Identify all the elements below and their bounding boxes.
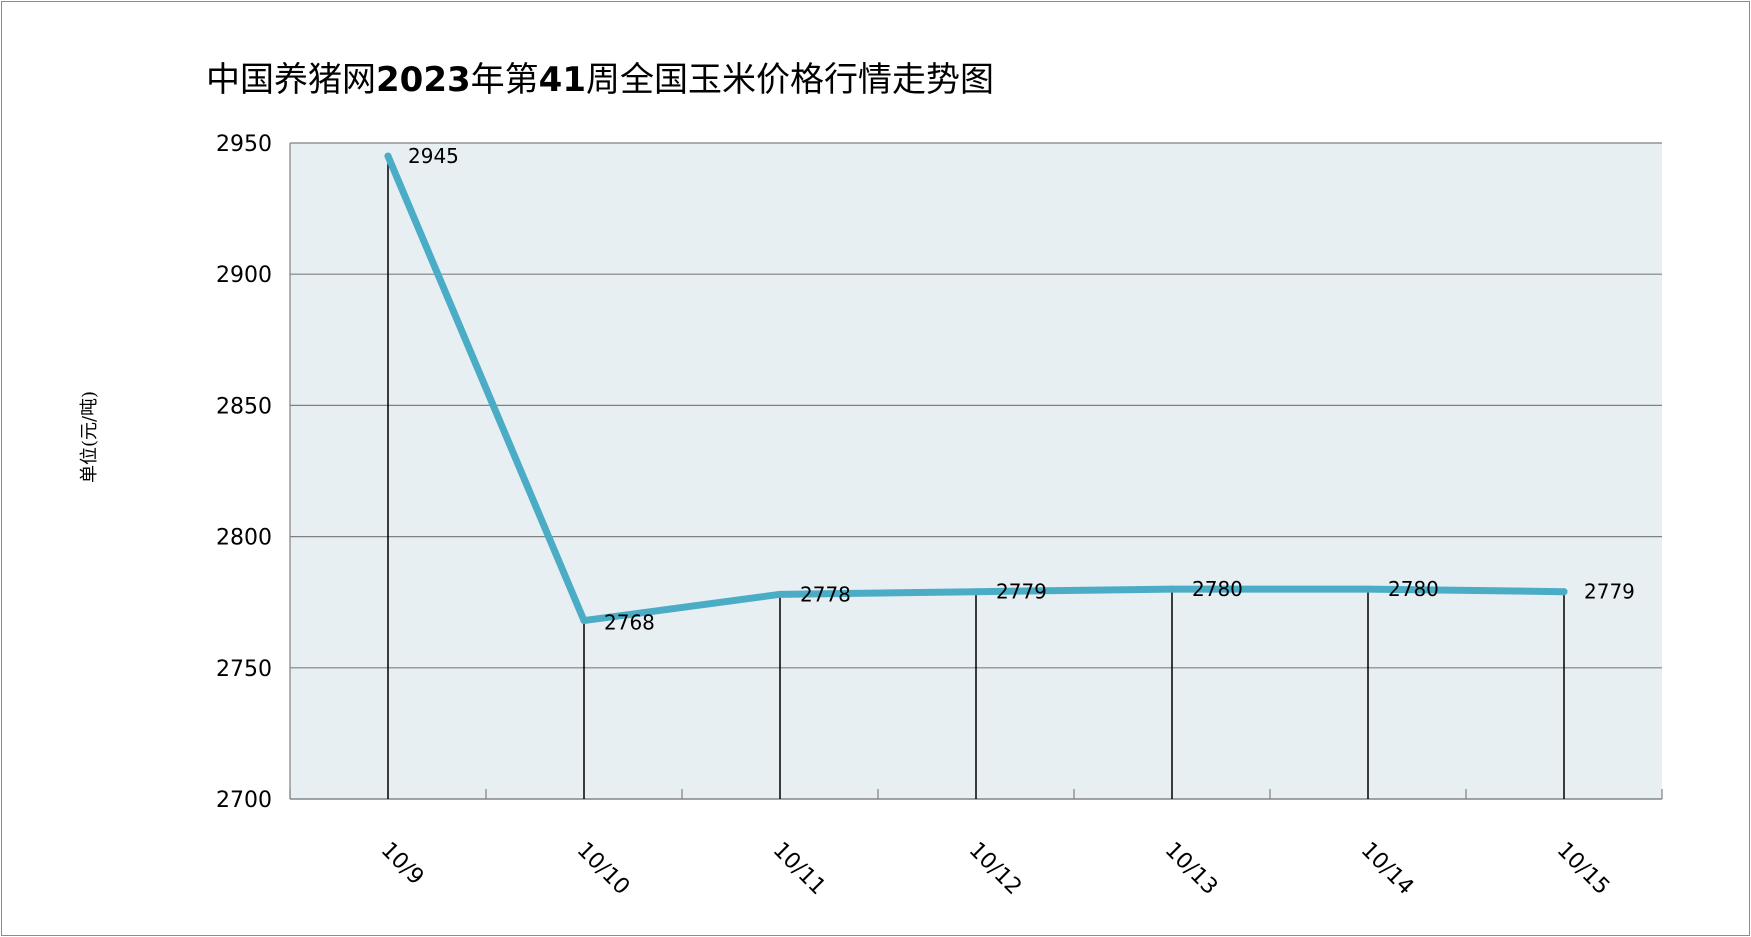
data-label: 2780 bbox=[1192, 577, 1243, 601]
data-label: 2779 bbox=[996, 580, 1047, 604]
y-tick-label: 2950 bbox=[216, 132, 272, 157]
y-tick-label: 2700 bbox=[216, 788, 272, 813]
y-tick-label: 2800 bbox=[216, 526, 272, 551]
title-part: 周全国玉米价格行情走势图 bbox=[585, 60, 994, 100]
data-point bbox=[580, 617, 588, 625]
x-tick-label: 10/13 bbox=[1160, 838, 1223, 901]
data-point bbox=[1364, 585, 1372, 593]
data-label: 2779 bbox=[1584, 580, 1635, 604]
x-tick-label: 10/15 bbox=[1552, 838, 1615, 901]
y-tick-label: 2850 bbox=[216, 394, 272, 419]
x-tick-label: 10/11 bbox=[768, 838, 831, 901]
title-part: 2023 bbox=[376, 60, 471, 100]
title-part: 41 bbox=[538, 60, 586, 100]
data-label: 2945 bbox=[408, 144, 459, 168]
title-part: 年第 bbox=[470, 60, 539, 100]
data-label: 2768 bbox=[604, 611, 655, 635]
data-point bbox=[384, 152, 392, 160]
data-point bbox=[972, 588, 980, 596]
x-tick-label: 10/9 bbox=[376, 838, 429, 891]
x-tick-label: 10/12 bbox=[964, 838, 1027, 901]
y-tick-label: 2900 bbox=[216, 263, 272, 288]
y-tick-label: 2750 bbox=[216, 657, 272, 682]
data-point bbox=[1168, 585, 1176, 593]
data-point bbox=[1560, 588, 1568, 596]
data-label: 2780 bbox=[1388, 577, 1439, 601]
data-point bbox=[776, 590, 784, 598]
data-label: 2778 bbox=[800, 582, 851, 606]
title-part: 中国养猪网 bbox=[206, 60, 377, 100]
x-tick-label: 10/10 bbox=[572, 838, 635, 901]
x-tick-label: 10/14 bbox=[1356, 838, 1419, 901]
chart-title: 中国养猪网2023年第41周全国玉米价格行情走势图 bbox=[0, 52, 1200, 101]
